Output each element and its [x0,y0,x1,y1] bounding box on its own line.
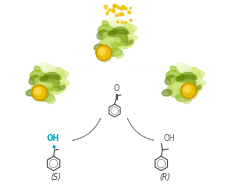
Circle shape [112,10,114,12]
Ellipse shape [42,67,64,83]
Ellipse shape [128,25,136,31]
Ellipse shape [107,48,122,56]
Ellipse shape [170,66,176,71]
Ellipse shape [97,30,107,39]
Circle shape [182,85,191,94]
Ellipse shape [98,25,115,38]
Ellipse shape [94,44,103,51]
Ellipse shape [60,70,68,77]
Ellipse shape [178,67,200,83]
Circle shape [32,85,48,102]
Circle shape [35,88,40,94]
Circle shape [96,45,111,60]
Ellipse shape [31,84,50,98]
Text: OH: OH [47,133,60,143]
Ellipse shape [63,81,69,86]
Ellipse shape [57,73,66,80]
Ellipse shape [42,65,55,73]
Circle shape [112,5,115,8]
Ellipse shape [40,94,54,102]
Ellipse shape [124,28,134,35]
Ellipse shape [116,53,123,58]
Circle shape [124,21,126,23]
Ellipse shape [26,90,35,96]
Ellipse shape [50,82,65,94]
Circle shape [95,45,108,58]
Text: O: O [113,84,119,93]
Ellipse shape [40,63,47,68]
Circle shape [96,46,112,62]
Ellipse shape [166,84,185,98]
Circle shape [97,47,106,56]
Circle shape [180,83,193,95]
Circle shape [121,21,123,23]
Circle shape [129,19,131,21]
Ellipse shape [118,36,133,49]
Ellipse shape [48,98,55,104]
Ellipse shape [98,27,131,48]
Circle shape [117,21,118,23]
Ellipse shape [107,17,115,23]
FancyArrowPatch shape [60,66,93,77]
Circle shape [32,85,44,97]
Ellipse shape [34,66,40,71]
Ellipse shape [183,98,191,104]
Ellipse shape [166,70,183,83]
Ellipse shape [192,73,201,80]
Circle shape [115,5,117,7]
Circle shape [181,84,197,100]
Ellipse shape [164,75,174,84]
Ellipse shape [177,65,190,73]
Circle shape [121,5,124,9]
Circle shape [99,49,104,54]
Ellipse shape [31,73,63,94]
Ellipse shape [166,73,198,94]
Circle shape [106,12,108,13]
Circle shape [119,8,121,10]
Ellipse shape [110,19,123,27]
Circle shape [104,5,107,9]
Circle shape [124,7,126,10]
Ellipse shape [175,94,189,102]
Circle shape [184,87,189,92]
Ellipse shape [29,75,39,84]
Ellipse shape [102,21,108,26]
Ellipse shape [131,35,137,40]
Ellipse shape [99,39,117,53]
Ellipse shape [186,82,201,94]
Circle shape [120,6,124,10]
Text: (S): (S) [50,173,61,182]
Text: (R): (R) [158,173,170,182]
Circle shape [117,7,119,9]
Circle shape [105,12,108,15]
Circle shape [108,9,110,11]
Ellipse shape [198,81,205,86]
Circle shape [121,13,123,16]
Ellipse shape [161,90,171,96]
Circle shape [180,83,195,98]
Ellipse shape [175,63,183,68]
Circle shape [111,9,114,12]
Ellipse shape [30,70,47,83]
Circle shape [129,7,131,9]
Circle shape [33,87,42,96]
FancyArrowPatch shape [127,118,153,140]
Circle shape [32,85,47,100]
Circle shape [115,14,117,17]
Circle shape [118,13,121,16]
Circle shape [127,11,130,14]
Text: OH: OH [163,134,175,143]
FancyArrowPatch shape [72,118,100,140]
FancyArrowPatch shape [132,66,169,77]
Ellipse shape [110,22,132,37]
Ellipse shape [196,70,204,77]
